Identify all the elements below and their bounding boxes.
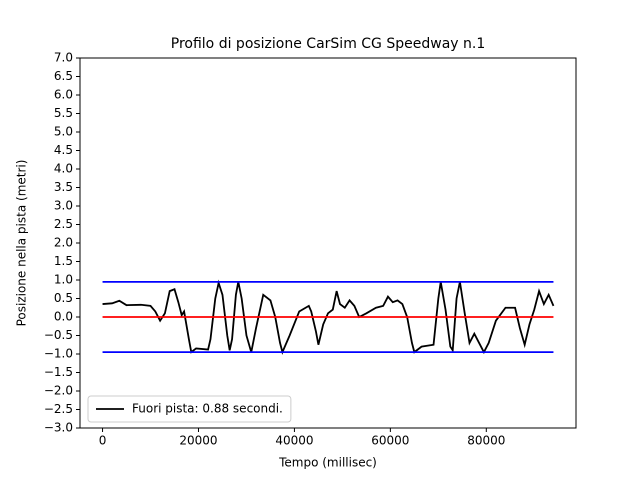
y-tick-label: 3.0 <box>54 199 73 213</box>
y-tick-label: −0.5 <box>44 328 73 342</box>
y-tick-label: −2.5 <box>44 402 73 416</box>
y-tick-label: 2.5 <box>54 217 73 231</box>
x-tick-label: 80000 <box>467 434 505 448</box>
x-axis-label: Tempo (millisec) <box>278 456 377 470</box>
y-tick-label: −1.5 <box>44 365 73 379</box>
y-tick-label: 0.0 <box>54 310 73 324</box>
y-tick-label: 0.5 <box>54 291 73 305</box>
y-tick-label: −3.0 <box>44 421 73 435</box>
y-tick-label: −2.0 <box>44 384 73 398</box>
y-tick-label: 1.5 <box>54 254 73 268</box>
legend-label: Fuori pista: 0.88 secondi. <box>132 402 283 416</box>
y-tick-label: 6.0 <box>54 88 73 102</box>
y-tick-label: 4.5 <box>54 143 73 157</box>
y-tick-label: 6.5 <box>54 69 73 83</box>
legend-box <box>87 395 292 423</box>
y-tick-label: 2.0 <box>54 236 73 250</box>
y-tick-label: 5.5 <box>54 106 73 120</box>
x-tick-label: 40000 <box>275 434 313 448</box>
x-tick-label: 60000 <box>371 434 409 448</box>
y-tick-label: 7.0 <box>54 51 73 65</box>
x-tick-label: 20000 <box>179 434 217 448</box>
y-tick-label: 4.0 <box>54 162 73 176</box>
y-axis-label: Posizione nella pista (metri) <box>15 160 29 327</box>
y-tick-label: 1.0 <box>54 273 73 287</box>
y-tick-label: 3.5 <box>54 180 73 194</box>
y-tick-label: 5.0 <box>54 125 73 139</box>
y-tick-label: −1.0 <box>44 347 73 361</box>
x-tick-label: 0 <box>99 434 107 448</box>
series-line <box>102 279 555 355</box>
chart-title: Profilo di posizione CarSim CG Speedway … <box>171 36 485 52</box>
